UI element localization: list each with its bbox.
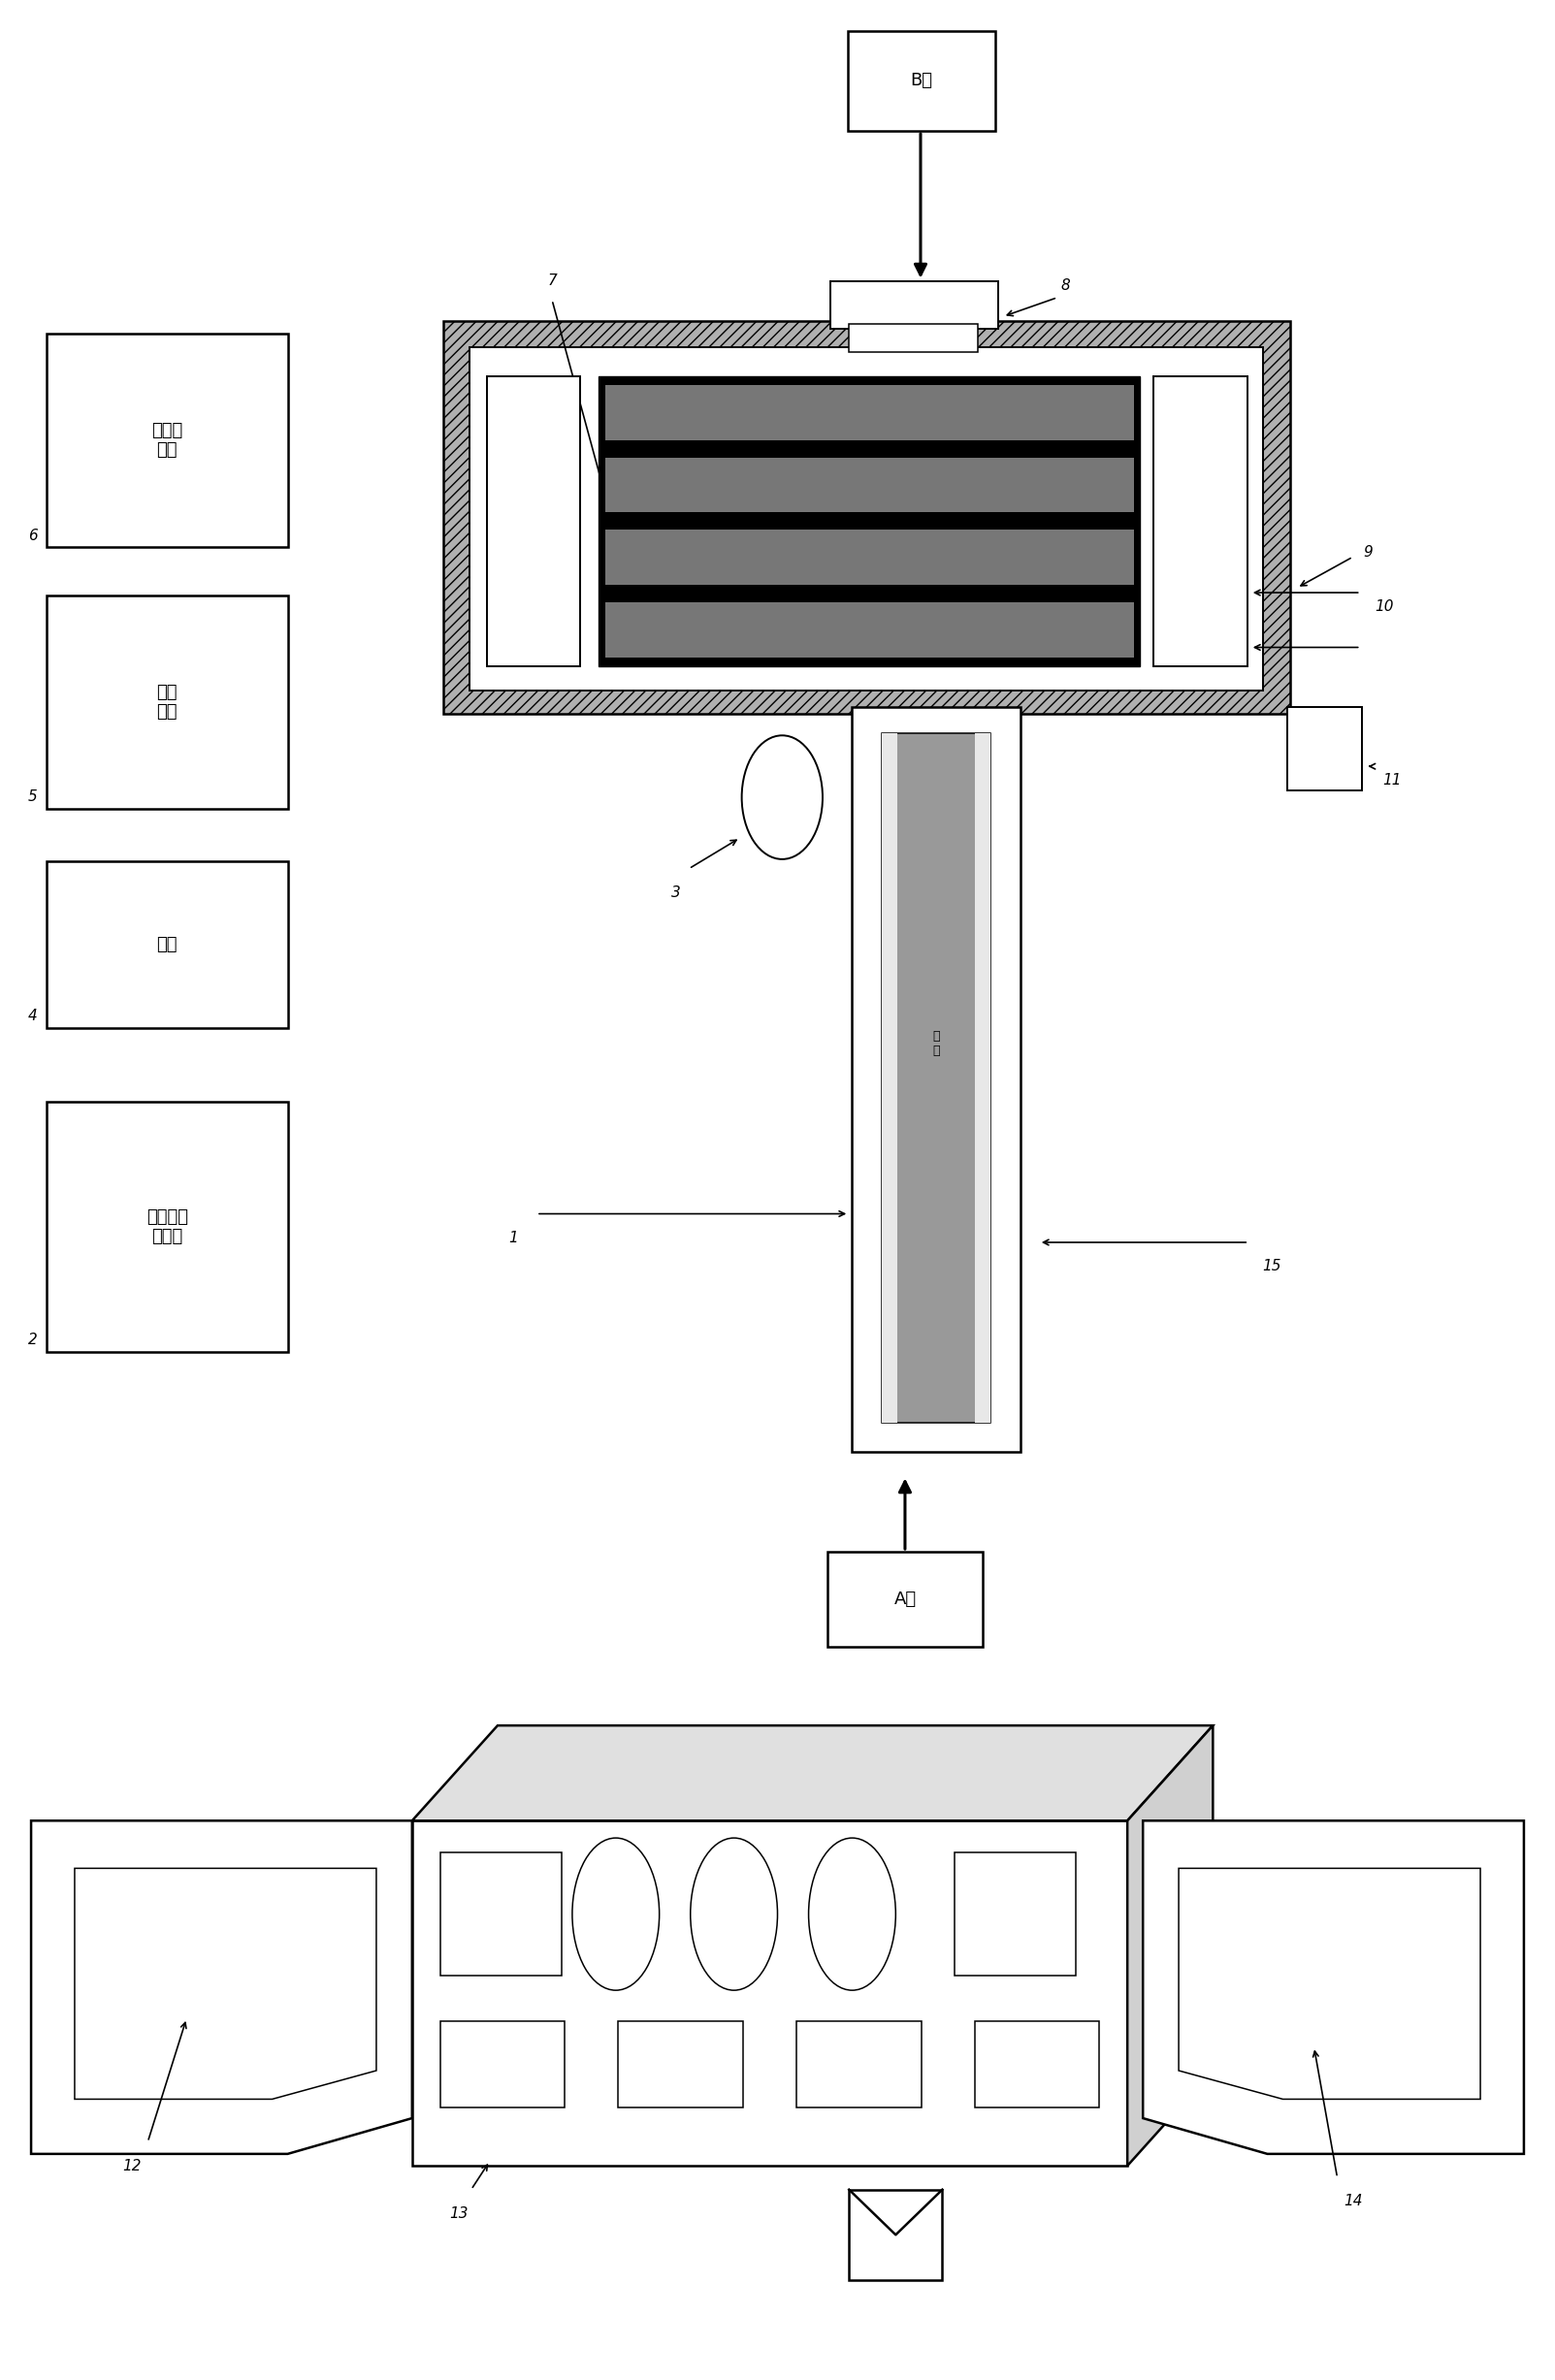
Ellipse shape [572,1837,659,1990]
Text: 9: 9 [1364,545,1373,559]
Bar [849,2190,942,2280]
Bar [975,2021,1099,2106]
Polygon shape [1143,1821,1524,2154]
Bar [487,376,580,666]
Bar [882,733,897,1423]
Bar [852,707,1020,1452]
Circle shape [742,735,823,859]
Bar [599,376,1140,666]
Bar [955,1852,1076,1975]
Bar [827,1552,983,1647]
Text: 13: 13 [449,2206,468,2221]
Text: B向: B向 [910,71,933,90]
Bar [440,2021,564,2106]
Bar [849,324,978,352]
Text: 人
体: 人 体 [933,1031,939,1057]
Bar [619,2021,743,2106]
Ellipse shape [690,1837,778,1990]
Bar [47,862,288,1028]
Text: 中央操作
控制器: 中央操作 控制器 [146,1209,188,1245]
Text: 14: 14 [1344,2194,1362,2209]
Text: 10: 10 [1375,600,1393,614]
Text: 6: 6 [28,528,37,543]
Bar [882,733,991,1423]
Polygon shape [1127,1726,1213,2166]
Text: 辅助
设备: 辅助 设备 [157,683,177,721]
Text: 1: 1 [508,1230,518,1245]
Text: 12: 12 [123,2159,142,2173]
Bar [440,1852,561,1975]
Bar [605,386,1134,440]
Bar [796,2021,921,2106]
Polygon shape [75,1868,376,2099]
Ellipse shape [809,1837,896,1990]
Polygon shape [31,1821,412,2154]
Text: 15: 15 [1263,1259,1281,1273]
Text: 4: 4 [28,1009,37,1023]
Text: 8: 8 [1061,278,1070,293]
Bar [47,595,288,809]
Bar [605,531,1134,585]
Bar [605,602,1134,657]
Bar [443,321,1291,714]
Bar [1154,376,1247,666]
Bar [47,333,288,547]
Text: 7: 7 [547,274,557,288]
Text: 5: 5 [28,790,37,804]
Polygon shape [1179,1868,1480,2099]
Text: A向: A向 [894,1590,916,1609]
Bar [470,347,1263,690]
Text: 2: 2 [28,1333,37,1347]
Polygon shape [412,1726,1213,1821]
Bar [412,1821,1127,2166]
Bar [47,1102,288,1352]
Text: 3: 3 [672,885,681,900]
Bar [830,281,998,328]
Text: 水冷却
装置: 水冷却 装置 [151,421,183,459]
Bar [605,457,1134,512]
Bar [847,31,995,131]
Bar [1288,707,1362,790]
Text: 电源: 电源 [157,935,177,954]
Bar [975,733,991,1423]
Text: 11: 11 [1382,774,1401,788]
